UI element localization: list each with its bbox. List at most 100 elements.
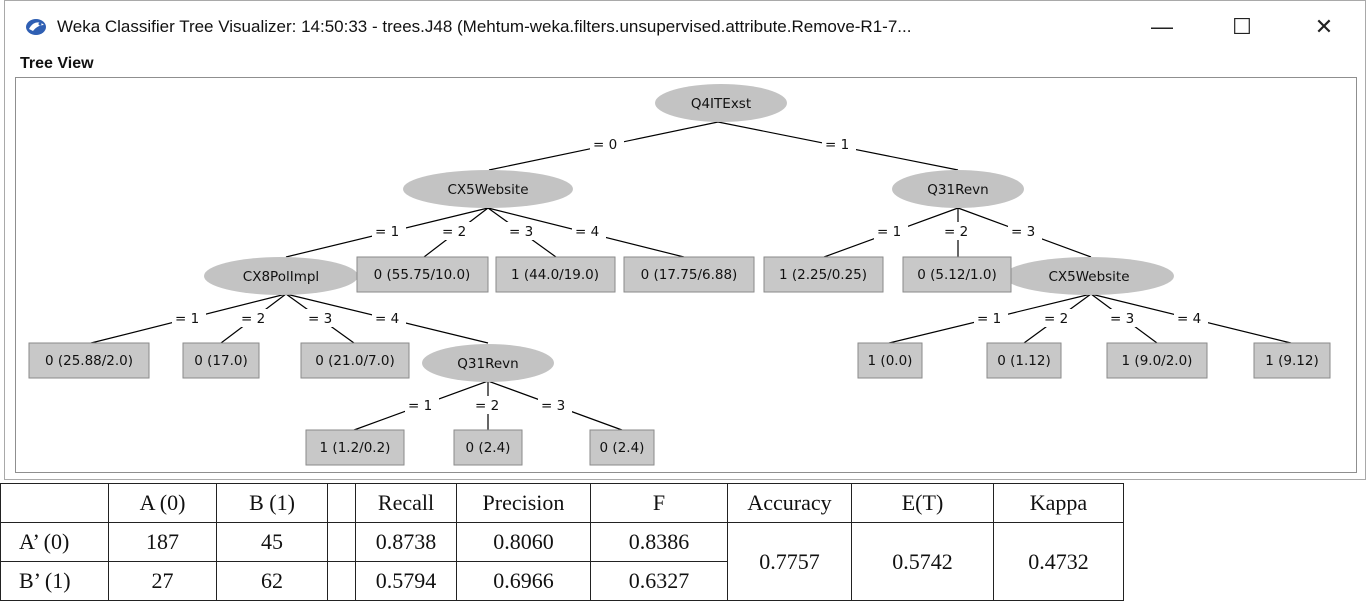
tree-leaf[interactable]: 0 (1.12) (986, 342, 1062, 379)
node-label: CX5Website (1048, 269, 1129, 285)
tree-node-q4itexst[interactable]: Q4ITExst (655, 84, 787, 122)
leaf-label: 0 (2.4) (600, 440, 645, 456)
tree-node-cx8polimpl[interactable]: CX8PolImpl (204, 257, 358, 295)
edge-label: = 1 (408, 398, 432, 414)
minimize-icon: — (1151, 14, 1173, 39)
table-row: B’ (1) 27 62 0.5794 0.6966 0.6327 (0, 561, 1124, 601)
table-header (327, 483, 356, 523)
edge-label: = 2 (475, 398, 499, 414)
leaf-nodes: 0 (55.75/10.0) 1 (44.0/19.0) 0 (17.75/6.… (28, 256, 1331, 466)
maximize-button[interactable]: ☐ (1219, 11, 1265, 43)
table-cell: 0.8386 (590, 522, 728, 562)
leaf-label: 1 (2.25/0.25) (779, 267, 867, 283)
table-header: E(T) (851, 483, 994, 523)
table-header-row: A (0) B (1) Recall Precision F Accuracy … (0, 483, 1124, 523)
leaf-label: 0 (17.75/6.88) (641, 267, 738, 283)
node-label: CX8PolImpl (243, 269, 319, 285)
maximize-icon: ☐ (1232, 14, 1252, 39)
tree-leaf[interactable]: 0 (2.4) (589, 429, 655, 466)
leaf-label: 1 (0.0) (868, 353, 913, 369)
tree-leaf[interactable]: 1 (0.0) (857, 342, 923, 379)
tree-leaf[interactable]: 0 (2.4) (453, 429, 523, 466)
tree-leaf[interactable]: 0 (25.88/2.0) (28, 342, 150, 379)
node-label: Q31Revn (457, 356, 518, 372)
close-button[interactable]: ✕ (1301, 11, 1347, 43)
tree-view-panel[interactable]: = 0 = 1 = 1 = 2 = 3 = 4 = 1 = 2 = 3 = 1 (15, 77, 1357, 473)
node-label: CX5Website (447, 182, 528, 198)
tree-node-q31revn[interactable]: Q31Revn (892, 170, 1024, 208)
table-cell: 27 (108, 561, 217, 601)
tree-leaf[interactable]: 1 (44.0/19.0) (495, 256, 616, 293)
table-header: Precision (456, 483, 591, 523)
tree-visualizer-window: Weka Classifier Tree Visualizer: 14:50:3… (4, 0, 1366, 480)
edge-label: = 2 (1044, 311, 1068, 327)
row-label: B’ (1) (0, 561, 109, 601)
edge-label: = 2 (241, 311, 265, 327)
edge-label: = 3 (541, 398, 565, 414)
close-icon: ✕ (1314, 14, 1334, 39)
leaf-label: 0 (25.88/2.0) (45, 353, 133, 369)
decision-nodes: Q4ITExst CX5Website Q31Revn CX8PolImpl C… (204, 84, 1174, 382)
leaf-label: 0 (21.0/7.0) (315, 353, 395, 369)
edge-labels: = 0 = 1 = 1 = 2 = 3 = 4 = 1 = 2 = 3 = 1 (172, 135, 1208, 414)
accuracy-cell: 0.7757 (727, 522, 852, 601)
leaf-label: 1 (9.12) (1265, 353, 1318, 369)
tree-node-cx5website[interactable]: CX5Website (403, 170, 573, 208)
leaf-label: 1 (1.2/0.2) (320, 440, 391, 456)
edge-label: = 1 (977, 311, 1001, 327)
tree-leaf[interactable]: 1 (9.12) (1253, 342, 1331, 379)
tree-leaf[interactable]: 0 (21.0/7.0) (300, 342, 410, 379)
edge-label: = 4 (375, 311, 399, 327)
tree-leaf[interactable]: 1 (2.25/0.25) (763, 256, 884, 293)
leaf-label: 1 (44.0/19.0) (511, 267, 599, 283)
table-spacer-cell (327, 522, 356, 562)
minimize-button[interactable]: — (1139, 11, 1185, 43)
edge-label: = 2 (442, 224, 466, 240)
table-header: Accuracy (727, 483, 852, 523)
edge-label: = 1 (825, 137, 849, 153)
node-label: Q31Revn (927, 182, 988, 198)
leaf-label: 1 (9.0/2.0) (1122, 353, 1193, 369)
edge-label: = 1 (877, 224, 901, 240)
edge-label: = 4 (575, 224, 599, 240)
table-header: Recall (355, 483, 457, 523)
tree-leaf[interactable]: 0 (5.12/1.0) (902, 256, 1012, 293)
tree-node-cx5website[interactable]: CX5Website (1004, 257, 1174, 295)
edge-label: = 4 (1177, 311, 1201, 327)
edge-label: = 3 (509, 224, 533, 240)
leaf-label: 0 (5.12/1.0) (917, 267, 997, 283)
leaf-label: 0 (55.75/10.0) (374, 267, 471, 283)
table-cell: 0.5794 (355, 561, 457, 601)
table-header: Kappa (993, 483, 1124, 523)
edge-label: = 3 (308, 311, 332, 327)
tree-leaf[interactable]: 1 (9.0/2.0) (1106, 342, 1208, 379)
table-cell: 45 (216, 522, 328, 562)
tree-leaf[interactable]: 0 (55.75/10.0) (356, 256, 489, 293)
edge-label: = 0 (593, 137, 617, 153)
table-cell: 62 (216, 561, 328, 601)
table-cell: 0.8060 (456, 522, 591, 562)
edge-label: = 1 (175, 311, 199, 327)
edge-label: = 3 (1011, 224, 1035, 240)
table-row: A’ (0) 187 45 0.8738 0.8060 0.8386 0.775… (0, 522, 1124, 601)
table-cell: 0.6327 (590, 561, 728, 601)
tree-view-label: Tree View (20, 55, 94, 72)
et-cell: 0.5742 (851, 522, 994, 601)
table-cell: 187 (108, 522, 217, 562)
tree-leaf[interactable]: 1 (1.2/0.2) (305, 429, 405, 466)
weka-bird-icon (26, 19, 46, 35)
table-cell: 0.6966 (456, 561, 591, 601)
kappa-cell: 0.4732 (993, 522, 1124, 601)
table-spacer-cell (327, 561, 356, 601)
table-header: A (0) (108, 483, 217, 523)
tree-leaf[interactable]: 0 (17.0) (182, 342, 260, 379)
row-label: A’ (0) (0, 522, 109, 562)
edge-label: = 2 (944, 224, 968, 240)
leaf-label: 0 (17.0) (194, 353, 247, 369)
title-bar[interactable]: Weka Classifier Tree Visualizer: 14:50:3… (5, 1, 1365, 51)
tree-node-q31revn[interactable]: Q31Revn (422, 344, 554, 382)
tree-leaf[interactable]: 0 (17.75/6.88) (623, 256, 755, 293)
leaf-label: 0 (2.4) (466, 440, 511, 456)
confusion-matrix-table: A (0) B (1) Recall Precision F Accuracy … (0, 483, 1124, 601)
edge-label: = 3 (1110, 311, 1134, 327)
